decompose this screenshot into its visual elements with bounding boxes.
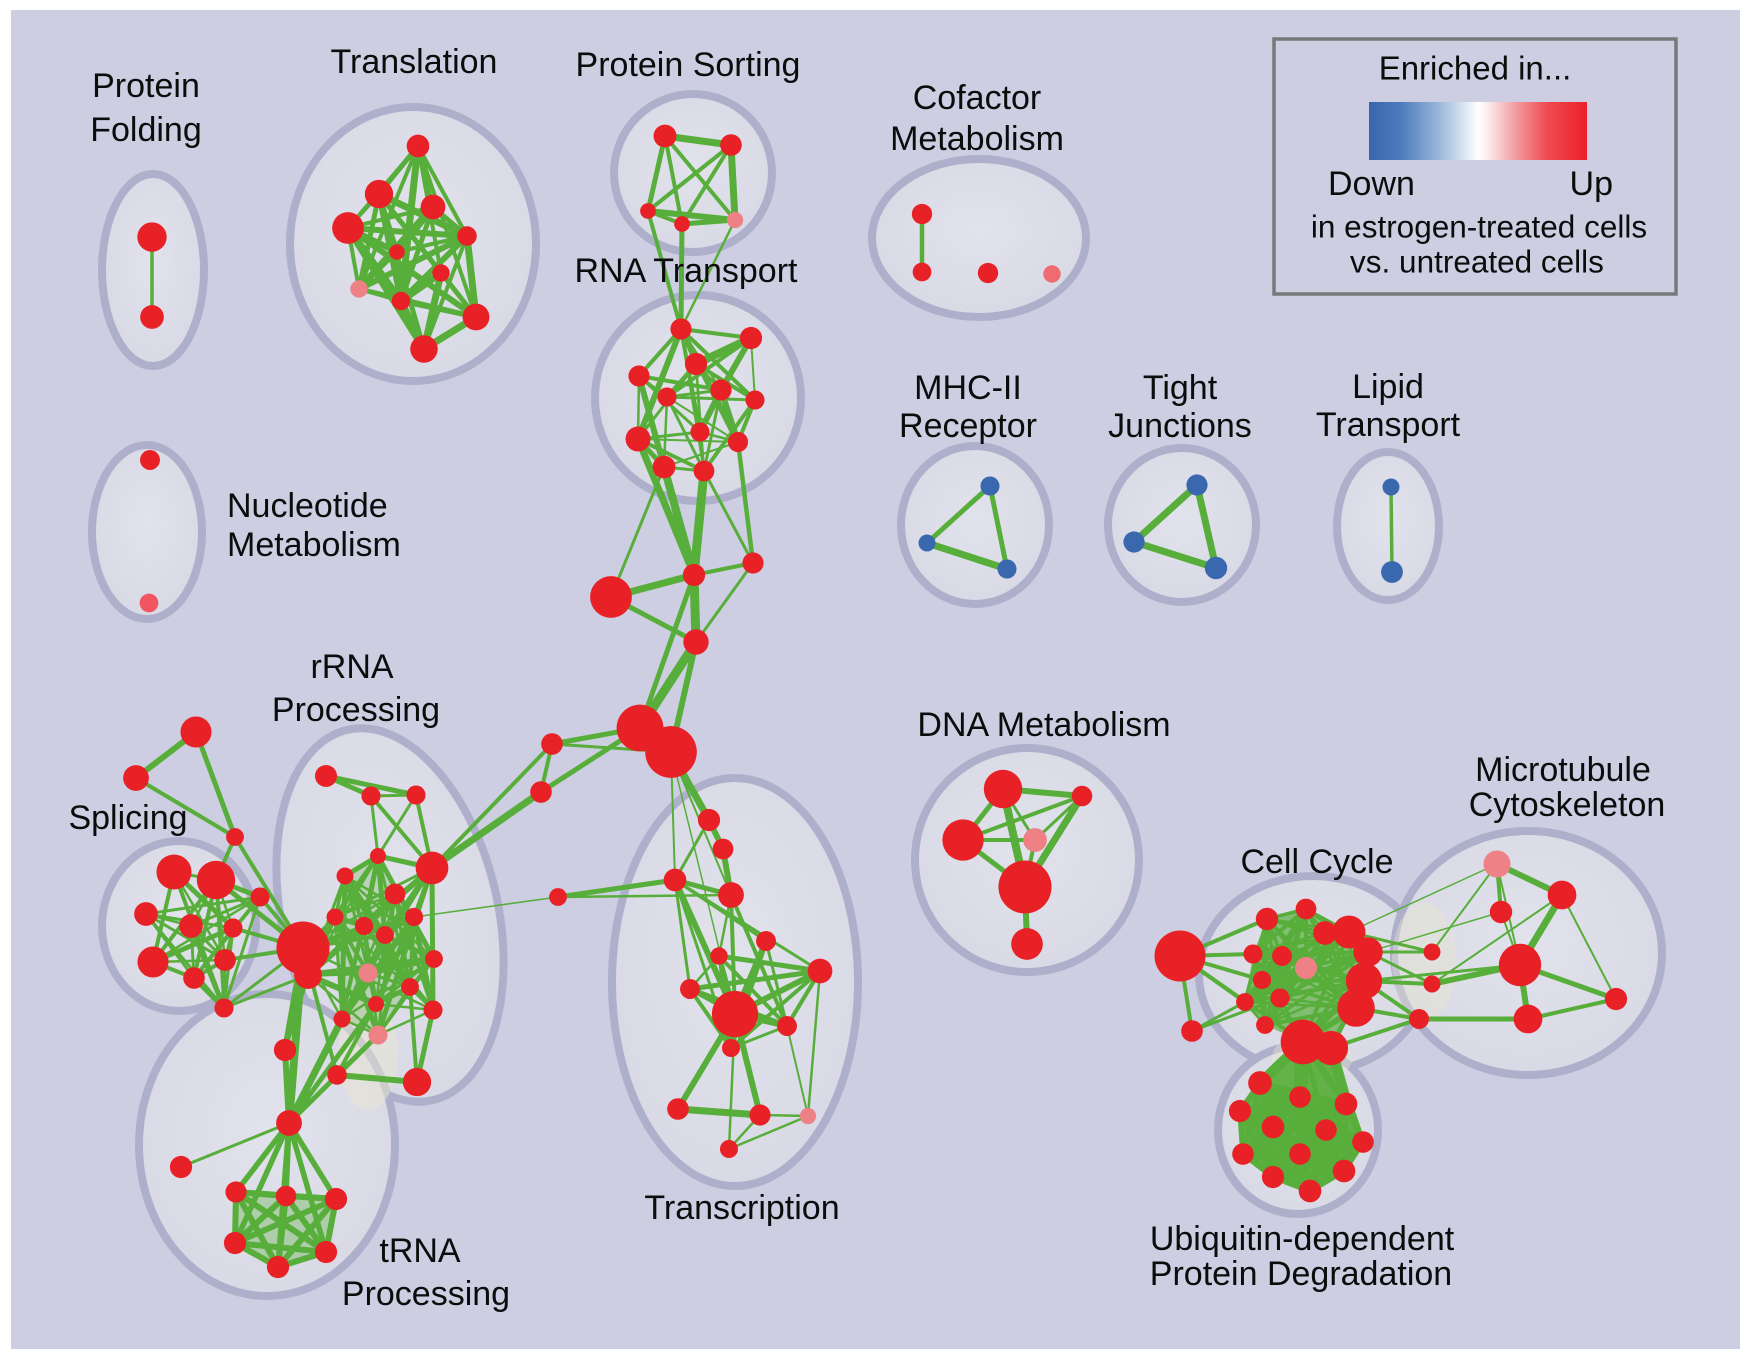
svg-text:DNA Metabolism: DNA Metabolism bbox=[917, 706, 1170, 744]
svg-text:Enriched in...: Enriched in... bbox=[1379, 50, 1572, 87]
svg-text:Cell Cycle: Cell Cycle bbox=[1240, 843, 1393, 881]
svg-text:Junctions: Junctions bbox=[1108, 407, 1252, 445]
svg-text:Transport: Transport bbox=[1316, 406, 1461, 444]
svg-text:Cytoskeleton: Cytoskeleton bbox=[1469, 786, 1666, 824]
svg-text:Lipid: Lipid bbox=[1352, 368, 1424, 406]
svg-text:vs. untreated cells: vs. untreated cells bbox=[1350, 243, 1604, 279]
svg-text:Processing: Processing bbox=[272, 691, 440, 729]
svg-text:MHC-II: MHC-II bbox=[914, 369, 1022, 407]
svg-text:Protein Degradation: Protein Degradation bbox=[1150, 1255, 1452, 1293]
svg-text:rRNA: rRNA bbox=[310, 648, 393, 686]
svg-text:Ubiquitin-dependent: Ubiquitin-dependent bbox=[1150, 1220, 1455, 1258]
svg-text:Tight: Tight bbox=[1143, 369, 1218, 407]
svg-text:Metabolism: Metabolism bbox=[890, 120, 1064, 158]
svg-text:Metabolism: Metabolism bbox=[227, 526, 401, 564]
svg-text:Microtubule: Microtubule bbox=[1475, 751, 1651, 789]
svg-text:Down: Down bbox=[1328, 165, 1415, 203]
svg-text:Protein: Protein bbox=[92, 67, 200, 105]
svg-text:Receptor: Receptor bbox=[899, 407, 1037, 445]
svg-text:Translation: Translation bbox=[331, 43, 498, 81]
svg-text:Protein Sorting: Protein Sorting bbox=[576, 46, 801, 84]
svg-text:Nucleotide: Nucleotide bbox=[227, 487, 388, 525]
svg-text:Folding: Folding bbox=[90, 111, 202, 149]
svg-text:Cofactor: Cofactor bbox=[913, 79, 1042, 117]
svg-text:Processing: Processing bbox=[342, 1275, 510, 1313]
svg-text:RNA Transport: RNA Transport bbox=[575, 252, 799, 290]
svg-text:in estrogen-treated cells: in estrogen-treated cells bbox=[1311, 208, 1647, 244]
svg-text:Up: Up bbox=[1570, 165, 1613, 203]
svg-text:Splicing: Splicing bbox=[68, 799, 187, 837]
svg-text:Transcription: Transcription bbox=[644, 1189, 839, 1227]
svg-text:tRNA: tRNA bbox=[379, 1232, 461, 1270]
